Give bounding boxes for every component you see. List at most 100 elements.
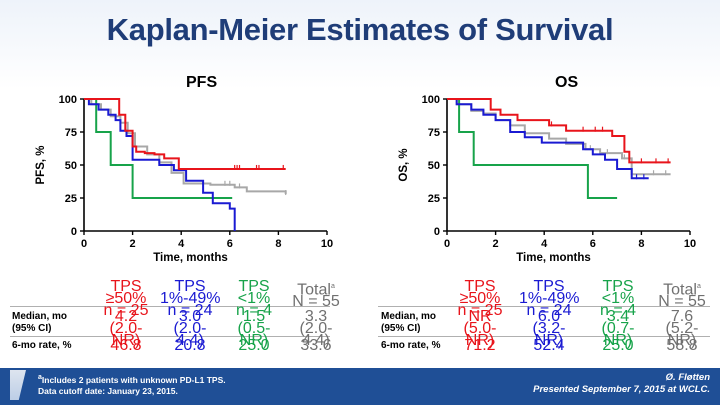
median-ci: (2.0-4.4) <box>173 320 207 349</box>
os-y-tick-label: 50 <box>428 160 440 172</box>
header-line1: TPS ≥50% <box>459 278 501 307</box>
pfs-median-label-line1: Median, mo <box>12 311 68 322</box>
header-line2: n = 25 <box>457 302 503 319</box>
pfs-x-tick-label: 4 <box>178 238 185 250</box>
os-y-tick-label: 25 <box>428 193 440 205</box>
pfs-median-tps-lt1: 1.5 (0.5-NR) <box>224 309 284 349</box>
pfs-median-label: Median, mo (95% CI) <box>12 311 67 335</box>
os-header-tps-lt1: TPS <1% n = 4 <box>588 279 648 319</box>
header-total-text: Total <box>663 281 697 299</box>
pfs-x-tick-label: 8 <box>275 238 281 250</box>
os-median-tps50: NR (5.0-NR) <box>450 308 510 349</box>
pfs-rate-total: 33.6 <box>300 337 332 354</box>
os-x-tick-label: 10 <box>684 238 696 250</box>
header-line2: n = 25 <box>103 302 149 319</box>
pfs-x-axis-label: Time, months <box>153 252 228 264</box>
median-value: NR <box>468 308 492 325</box>
pfs-rate-tps-lt1: 25.0 <box>238 337 270 354</box>
header-line1: TPS ≥50% <box>105 278 147 307</box>
header-line2: n = 24 <box>526 302 572 319</box>
os-chart-title: OS <box>555 74 579 91</box>
footnote: aIncludes 2 patients with unknown PD-L1 … <box>38 372 226 397</box>
pfs-median-tps1-49: 3.0 (2.0-4.4) <box>160 308 220 349</box>
header-line2: N = 55 <box>292 293 340 311</box>
os-median-label-line1: Median, mo <box>381 311 437 322</box>
median-value: 4.2 <box>114 308 138 325</box>
pfs-rate-tps1-49: 20.8 <box>174 337 206 354</box>
header-line1: Totala <box>652 281 712 299</box>
median-value: 6.0 <box>537 308 561 325</box>
os-median-tps-lt1: 3.4 (0.7-NR) <box>588 309 648 349</box>
pfs-median-label-line2: (95% CI) <box>12 323 52 334</box>
os-y-axis-label: OS, % <box>398 148 410 181</box>
os-rate-total: 58.8 <box>666 337 698 354</box>
os-median-tps1-49: 6.0 (3.2-NR) <box>519 308 579 349</box>
presenter-credit: Ø. Fløtten Presented September 7, 2015 a… <box>533 372 710 396</box>
pfs-y-axis-label: PFS, % <box>35 146 47 185</box>
pfs-series-tps1-49 <box>84 98 236 231</box>
os-table-divider <box>378 336 710 337</box>
pfs-median-tps50: 4.2 (2.0-NR) <box>96 308 156 349</box>
pfs-median-total: 3.3 (2.0-4.4) <box>286 308 346 349</box>
header-total-text: Total <box>297 281 331 299</box>
header-line2: n = 4 <box>235 302 273 319</box>
footer-bar <box>0 368 720 405</box>
footnote-marker: a <box>696 283 701 290</box>
os-x-tick-label: 4 <box>541 238 548 250</box>
header-line2: n = 24 <box>167 302 213 319</box>
footnote-line1: aIncludes 2 patients with unknown PD-L1 … <box>38 372 226 386</box>
pfs-table-divider <box>10 306 330 307</box>
header-line1: TPS 1%-49% <box>160 278 221 307</box>
os-x-tick-label: 8 <box>638 238 644 250</box>
os-median-total: 7.6 (5.2-NR) <box>652 308 712 349</box>
os-x-axis-label: Time, months <box>516 252 591 264</box>
os-y-tick-label: 75 <box>428 127 440 139</box>
median-ci: (5.0-NR) <box>463 320 497 349</box>
header-line2: n = 4 <box>599 302 637 319</box>
os-x-tick-label: 6 <box>590 238 596 250</box>
median-ci: (0.5-NR) <box>237 320 271 349</box>
os-series-total <box>447 98 671 176</box>
os-median-label-line2: (95% CI) <box>381 323 421 334</box>
os-rate-label: 6-mo rate, % <box>381 340 441 351</box>
os-table-divider <box>378 306 710 307</box>
os-rate-tps1-49: 52.4 <box>533 337 565 354</box>
pfs-series-tps50 <box>84 98 286 170</box>
pfs-y-tick-label: 0 <box>71 226 77 238</box>
pfs-x-tick-label: 0 <box>81 238 87 250</box>
pfs-header-tps1-49: TPS 1%-49% n = 24 <box>160 278 221 319</box>
median-value: 3.0 <box>178 308 202 325</box>
pfs-y-tick-label: 75 <box>65 127 77 139</box>
pfs-header-tps50: TPS ≥50% n = 25 <box>96 278 156 319</box>
os-x-tick-label: 0 <box>444 238 450 250</box>
os-series-tps50 <box>447 98 671 164</box>
median-ci: (3.2-NR) <box>532 320 566 349</box>
footnote-marker: a <box>330 283 335 290</box>
os-header-total: Totala N = 55 <box>652 281 712 310</box>
os-rate-tps-lt1: 25.0 <box>602 337 634 354</box>
pfs-y-tick-label: 25 <box>65 193 77 205</box>
os-header-tps1-49: TPS 1%-49% n = 24 <box>519 278 580 319</box>
presented-text: Presented September 7, 2015 at WCLC. <box>533 384 710 395</box>
header-line1: Totala <box>286 281 346 299</box>
data-cutoff-text: Data cutoff date: January 23, 2015. <box>38 385 178 396</box>
header-line1: TPS <1% <box>237 278 271 307</box>
os-series-tps1-49 <box>447 98 649 180</box>
pfs-x-tick-label: 10 <box>321 238 333 250</box>
pfs-rate-label: 6-mo rate, % <box>12 340 72 351</box>
median-ci: (2.0-4.4) <box>299 320 333 349</box>
pfs-chart-title: PFS <box>186 74 218 91</box>
footnote-text: Includes 2 patients with unknown PD-L1 T… <box>41 374 226 385</box>
os-y-tick-label: 100 <box>422 94 440 106</box>
header-line1: TPS 1%-49% <box>519 278 580 307</box>
slide-title: Kaplan-Meier Estimates of Survival <box>106 12 614 47</box>
pfs-rate-tps50: 46.8 <box>110 337 142 354</box>
author-name: Ø. Fløtten <box>665 372 710 383</box>
median-ci: (0.7-NR) <box>601 320 635 349</box>
median-value: 3.3 <box>304 308 328 325</box>
median-value: 7.6 <box>670 308 694 325</box>
os-y-tick-label: 0 <box>434 226 440 238</box>
os-rate-tps50: 71.2 <box>464 337 496 354</box>
